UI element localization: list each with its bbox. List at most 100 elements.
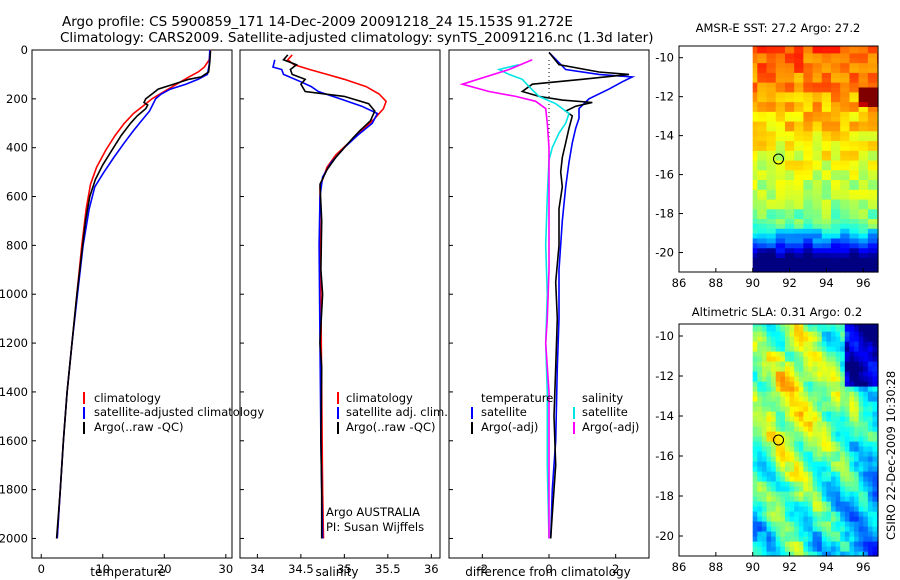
map-cell	[826, 121, 832, 127]
map-cell	[761, 526, 768, 532]
map-cell	[803, 346, 809, 352]
map-cell	[844, 461, 851, 467]
map-cell	[794, 140, 800, 146]
map-cell	[761, 242, 768, 249]
map-cell	[835, 121, 841, 127]
map-cell	[854, 336, 860, 342]
map-cell	[757, 536, 763, 542]
map-cell	[872, 451, 878, 457]
map-cell	[752, 179, 758, 185]
map-cell	[807, 237, 814, 244]
map-cell	[752, 501, 758, 507]
map-cell	[789, 184, 795, 190]
map-cell	[831, 130, 837, 137]
y-tick-label: -16	[655, 168, 674, 182]
map-cell	[803, 77, 809, 83]
map-cell	[831, 496, 837, 502]
map-cell	[761, 140, 768, 146]
map-cell	[840, 501, 846, 507]
map-cell	[821, 331, 828, 337]
map-cell	[803, 521, 809, 527]
map-cell	[835, 46, 841, 49]
map-cell	[831, 267, 837, 273]
map-cell	[831, 208, 837, 215]
map-cell	[794, 496, 800, 502]
legend-label-argo: Argo(..raw -QC)	[94, 420, 184, 434]
map-cell	[803, 46, 809, 49]
map-cell	[775, 431, 781, 437]
map-cell	[780, 121, 786, 127]
map-cell	[858, 356, 864, 362]
map-cell	[817, 267, 823, 273]
map-cell	[835, 371, 841, 377]
map-cell	[817, 481, 823, 487]
map-cell	[858, 140, 864, 146]
map-cell	[766, 336, 772, 342]
map-cell	[867, 242, 874, 249]
map-cell	[771, 431, 777, 437]
map-cell	[831, 456, 837, 462]
map-cell	[867, 252, 874, 258]
map-cell	[867, 198, 874, 205]
map-cell	[775, 496, 781, 502]
map-cell	[757, 336, 763, 342]
map-cell	[831, 77, 837, 83]
map-cell	[771, 546, 777, 552]
map-cell	[794, 381, 800, 387]
map-cell	[771, 481, 777, 487]
map-cell	[807, 521, 814, 527]
map-cell	[826, 501, 832, 507]
map-cell	[831, 386, 837, 392]
map-cell	[766, 223, 772, 229]
map-cell	[752, 189, 758, 195]
map-cell	[812, 62, 818, 69]
map-cell	[821, 140, 828, 146]
map-cell	[807, 331, 814, 337]
map-cell	[766, 262, 772, 268]
map-cell	[817, 381, 823, 387]
map-cell	[863, 456, 869, 462]
map-cell	[840, 396, 846, 402]
map-cell	[835, 541, 841, 547]
map-cell	[844, 551, 851, 557]
map-cell	[761, 426, 768, 432]
map-cell	[858, 511, 864, 517]
map-cell	[812, 431, 818, 437]
map-cell	[844, 228, 851, 234]
map-cell	[863, 242, 869, 249]
map-cell	[854, 237, 860, 244]
map-cell	[803, 361, 809, 367]
map-cell	[821, 208, 828, 215]
map-cell	[835, 116, 841, 122]
map-cell	[794, 441, 800, 447]
map-cell	[766, 213, 772, 220]
map-cell	[775, 169, 781, 176]
map-cell	[752, 228, 758, 234]
map-cell	[840, 62, 846, 69]
map-cell	[752, 247, 758, 254]
map-cell	[817, 237, 823, 244]
map-cell	[821, 324, 828, 327]
map-cell	[835, 516, 841, 522]
temperature-panel: 0 10 20 30 02004006008001000120014001600180…	[0, 43, 264, 579]
map-cell	[831, 526, 837, 532]
map-cell	[863, 531, 869, 537]
map-cell	[821, 46, 828, 49]
map-cell	[863, 169, 869, 176]
map-cell	[784, 416, 791, 422]
map-cell	[771, 262, 777, 268]
map-cell	[858, 531, 864, 537]
map-cell	[761, 111, 768, 117]
map-cell	[752, 208, 758, 215]
map-cell	[784, 57, 791, 64]
map-cell	[826, 324, 832, 327]
map-cell	[789, 111, 795, 117]
map-cell	[867, 371, 874, 377]
map-cell	[854, 77, 860, 83]
map-cell	[794, 242, 800, 249]
map-cell	[867, 67, 874, 73]
map-cell	[757, 426, 763, 432]
map-cell	[789, 155, 795, 161]
map-cell	[844, 179, 851, 185]
map-cell	[780, 213, 786, 220]
